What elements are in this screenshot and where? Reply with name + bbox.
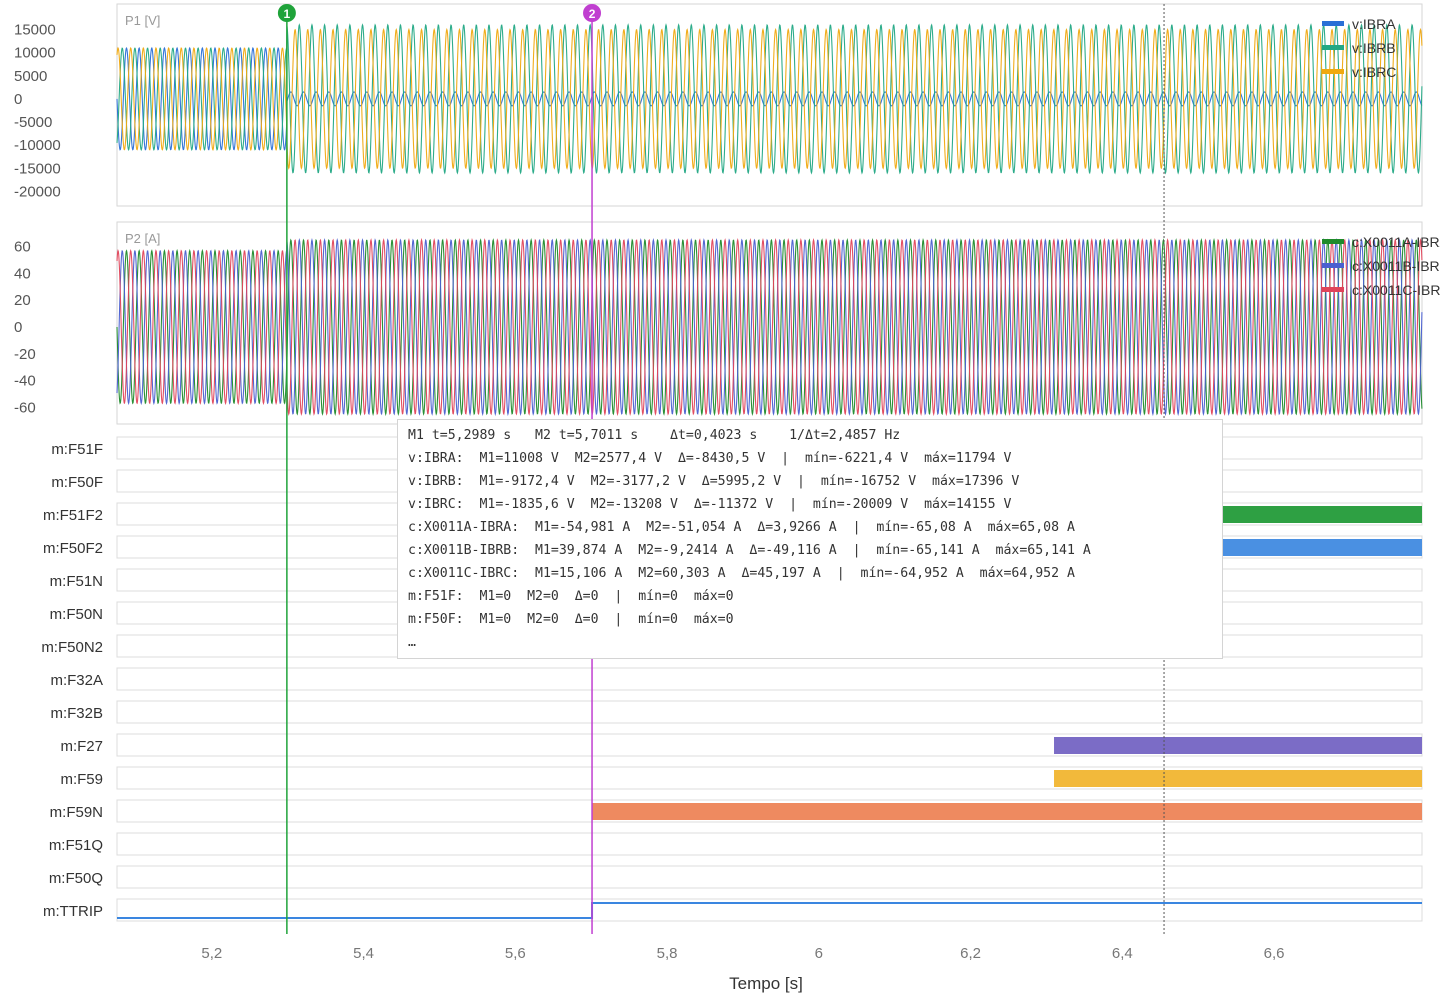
channel-label: m:F27 xyxy=(60,738,103,755)
y-tick-label: -20000 xyxy=(14,183,61,200)
digital-channel-m-f51q: m:F51Q xyxy=(49,832,1423,856)
channel-track xyxy=(116,832,1423,856)
channel-active-bar xyxy=(1054,770,1422,787)
legend-swatch xyxy=(1322,45,1344,50)
cursor-readout-panel: M1 t=5,2989 s M2 t=5,7011 s Δt=0,4023 s … xyxy=(397,419,1223,659)
series-c-x0011c-ibrc xyxy=(116,237,1423,417)
y-tick-label: -20 xyxy=(14,346,36,363)
y-tick-label: 0 xyxy=(14,319,22,336)
marker-handle[interactable] xyxy=(583,4,602,22)
series-c-x0011b-ibrb xyxy=(116,237,1423,417)
channel-track xyxy=(116,700,1423,724)
legend-entry: v:IBRC xyxy=(1352,64,1396,80)
channel-label: m:F51Q xyxy=(49,837,103,854)
channel-label: m:F32A xyxy=(50,672,103,689)
marker-label: 2 xyxy=(589,7,596,21)
series-v-ibra xyxy=(116,46,1423,151)
panel-title: P2 [A] xyxy=(125,231,160,246)
y-tick-label: 0 xyxy=(14,91,22,108)
legend-swatch xyxy=(1322,69,1344,74)
x-axis: 5,2 5,4 5,6 5,8 6 6,2 6,4 6,6 Tempo [s] xyxy=(201,945,1284,993)
analog-panel-1: 15000 10000 5000 0 -5000 -10000 -15000 -20000 P1… xyxy=(14,3,1423,207)
channel-track xyxy=(116,865,1423,889)
y-tick-label: -15000 xyxy=(14,160,61,177)
channel-label: m:F50F xyxy=(51,474,103,491)
y-tick-label: 10000 xyxy=(14,45,56,62)
channel-label: m:F50N2 xyxy=(41,639,103,656)
digital-channel-m-f27: m:F27 xyxy=(60,733,1423,757)
y-tick-label: 40 xyxy=(14,265,31,282)
legend-entry: c:X0011C-IBRC xyxy=(1352,282,1440,298)
channel-label: m:F59N xyxy=(50,804,103,821)
x-tick-label: 6,6 xyxy=(1264,945,1285,962)
x-tick-label: 6,4 xyxy=(1112,945,1133,962)
channel-active-bar xyxy=(592,803,1422,820)
channel-track xyxy=(116,667,1423,691)
y-tick-label: 5000 xyxy=(14,68,47,85)
panel-title: P1 [V] xyxy=(125,13,160,28)
readout-line: … xyxy=(408,635,416,650)
legend-entry: v:IBRA xyxy=(1352,16,1396,32)
channel-label: m:TTRIP xyxy=(43,903,103,920)
x-tick-label: 5,4 xyxy=(353,945,374,962)
legend-swatch xyxy=(1322,21,1344,26)
y-tick-label: 15000 xyxy=(14,22,56,39)
digital-channel-m-f59: m:F59 xyxy=(60,766,1423,790)
channel-label: m:F32B xyxy=(50,705,103,722)
x-tick-label: 6 xyxy=(815,945,823,962)
legend-entry: c:X0011B-IBRB xyxy=(1352,258,1440,274)
legend-entry: c:X0011A-IBRA xyxy=(1352,234,1440,250)
readout-line: M1 t=5,2989 s M2 t=5,7011 s Δt=0,4023 s … xyxy=(408,428,901,443)
digital-channel-m-f50q: m:F50Q xyxy=(49,865,1423,889)
readout-line: c:X0011B-IBRB: M1=39,874 A M2=-9,2414 A … xyxy=(408,543,1091,558)
readout-line: v:IBRC: M1=-1835,6 V M2=-13208 V Δ=-1137… xyxy=(408,497,1012,512)
y-tick-label: -5000 xyxy=(14,114,52,131)
marker-1[interactable]: 1 xyxy=(277,4,296,934)
legend-entry: v:IBRB xyxy=(1352,40,1396,56)
channel-label: m:F59 xyxy=(60,771,103,788)
channel-active-bar xyxy=(1054,737,1422,754)
readout-line: c:X0011A-IBRA: M1=-54,981 A M2=-51,054 A… xyxy=(408,520,1075,535)
analog-panel-2: 60 40 20 0 -20 -40 -60 P2 [A] c:X0011A-IBRA c:X00… xyxy=(14,221,1440,425)
digital-channel-m-f59n: m:F59N xyxy=(50,799,1423,823)
readout-line: v:IBRA: M1=11008 V M2=2577,4 V Δ=-8430,5… xyxy=(408,451,1012,466)
y-tick-label: -10000 xyxy=(14,137,61,154)
channel-label: m:F51F xyxy=(51,441,103,458)
channel-label: m:F51N xyxy=(50,573,103,590)
y-tick-label: -60 xyxy=(14,399,36,416)
x-tick-label: 5,2 xyxy=(201,945,222,962)
series-v-ibrc xyxy=(116,27,1423,170)
x-tick-label: 5,8 xyxy=(657,945,678,962)
x-tick-label: 5,6 xyxy=(505,945,526,962)
legend-swatch xyxy=(1322,239,1344,244)
x-axis-label: Tempo [s] xyxy=(729,974,803,993)
y-tick-label: -40 xyxy=(14,373,36,390)
legend-swatch xyxy=(1322,287,1344,292)
channel-label: m:F51F2 xyxy=(43,507,103,524)
legend-swatch xyxy=(1322,263,1344,268)
readout-line: c:X0011C-IBRC: M1=15,106 A M2=60,303 A Δ… xyxy=(408,566,1075,581)
marker-label: 1 xyxy=(284,7,291,21)
digital-channel-m-f32a: m:F32A xyxy=(50,667,1423,691)
channel-label: m:F50Q xyxy=(49,870,103,887)
channel-label: m:F50F2 xyxy=(43,540,103,557)
digital-channel-m-f32b: m:F32B xyxy=(50,700,1423,724)
digital-channel-m-ttrip: m:TTRIP xyxy=(43,898,1423,922)
readout-line: m:F50F: M1=0 M2=0 Δ=0 | mín=0 máx=0 xyxy=(408,612,734,627)
channel-track xyxy=(116,898,1423,922)
channel-label: m:F50N xyxy=(50,606,103,623)
y-tick-label: 20 xyxy=(14,292,31,309)
marker-handle[interactable] xyxy=(277,4,296,22)
readout-line: v:IBRB: M1=-9172,4 V M2=-3177,2 V Δ=5995… xyxy=(408,474,1020,489)
y-tick-label: 60 xyxy=(14,239,31,256)
series-v-ibrb xyxy=(116,23,1423,175)
x-tick-label: 6,2 xyxy=(960,945,981,962)
readout-line: m:F51F: M1=0 M2=0 Δ=0 | mín=0 máx=0 xyxy=(408,589,734,604)
